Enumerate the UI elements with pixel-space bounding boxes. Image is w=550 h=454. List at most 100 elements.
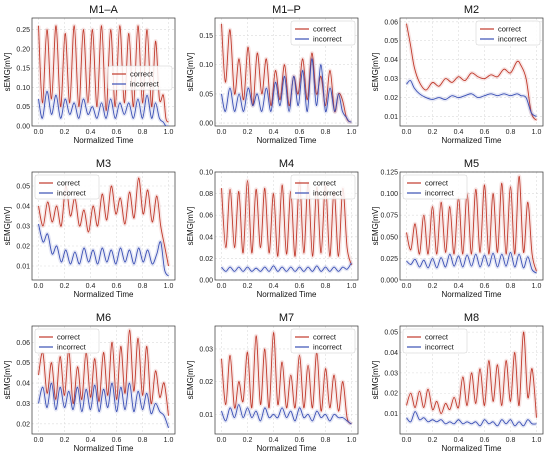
x-tick-label: 0.2 — [428, 437, 438, 444]
series-line-incorrect — [406, 251, 537, 274]
y-tick-label: 0.05 — [16, 184, 30, 191]
y-axis-label: sEMG[mV] — [186, 207, 195, 246]
y-tick-label: 0.05 — [16, 360, 30, 367]
y-tick-label: 0.04 — [384, 350, 398, 357]
panel-9: 0.0 0.2 0.4 0.6 0.8 1.0 0.01 0.02 0.03 0.04 0.05 M8… — [371, 312, 544, 453]
legend-label: correct — [425, 179, 449, 188]
x-tick-label: 0.6 — [112, 129, 122, 136]
y-tick-label: 0.02 — [199, 256, 213, 263]
legend-label: correct — [57, 333, 81, 342]
panel-title: M6 — [96, 312, 111, 324]
legend-label: correct — [498, 25, 522, 34]
panel-4: 0.0 0.2 0.4 0.6 0.8 1.0 0.01 0.02 0.03 0.04 0.05 M3… — [3, 158, 176, 299]
y-tick-label: 0.01 — [384, 114, 398, 121]
x-tick-label: 0.2 — [60, 437, 70, 444]
y-tick-label: 0.20 — [16, 46, 30, 53]
plot-frame — [214, 325, 359, 435]
y-tick-label: 0.25 — [16, 27, 30, 34]
x-tick-label: 0.2 — [428, 129, 438, 136]
plot-frame — [214, 171, 359, 281]
y-axis-label: sEMG[mV] — [3, 53, 12, 92]
legend-label: incorrect — [57, 343, 87, 352]
y-tick-label: 0.05 — [384, 330, 398, 337]
x-axis-label: Normalized Time — [256, 136, 317, 145]
series-line-correct — [406, 175, 537, 272]
x-tick-label: 1.0 — [347, 283, 357, 290]
y-axis-label: sEMG[mV] — [3, 207, 12, 246]
legend-label: incorrect — [313, 343, 343, 352]
plot-frame — [31, 171, 176, 281]
series-line-incorrect — [221, 58, 352, 123]
y-tick-label: 0.02 — [384, 391, 398, 398]
plot-frame — [214, 17, 359, 127]
panel-title: M7 — [279, 312, 294, 324]
x-axis-label: Normalized Time — [441, 290, 502, 299]
x-tick-label: 0.8 — [138, 283, 148, 290]
legend-label: correct — [313, 179, 337, 188]
x-tick-label: 0.4 — [86, 129, 96, 136]
x-tick-label: 0.8 — [506, 129, 516, 136]
x-tick-label: 0.6 — [480, 437, 490, 444]
legend-label: correct — [313, 25, 337, 34]
plot-frame — [399, 17, 544, 127]
series-line-correct — [38, 329, 169, 416]
x-axis-label: Normalized Time — [73, 290, 134, 299]
x-tick-label: 0.4 — [86, 437, 96, 444]
plot-frame — [399, 171, 544, 281]
x-tick-label: 0.8 — [138, 437, 148, 444]
x-tick-label: 0.6 — [480, 129, 490, 136]
y-tick-label: 0.01 — [16, 264, 30, 271]
x-tick-label: 0.4 — [269, 437, 279, 444]
legend-label: correct — [313, 333, 337, 342]
legend-label: incorrect — [425, 189, 455, 198]
y-tick-label: 0.04 — [199, 234, 213, 241]
x-tick-label: 0.8 — [321, 283, 331, 290]
y-tick-label: 0.00 — [16, 124, 30, 131]
x-tick-label: 0.6 — [295, 129, 305, 136]
legend-label: incorrect — [313, 35, 343, 44]
x-tick-label: 1.0 — [164, 129, 174, 136]
x-tick-label: 0.8 — [506, 437, 516, 444]
x-axis-label: Normalized Time — [256, 444, 317, 453]
x-tick-label: 1.0 — [347, 437, 357, 444]
panel-7: 0.0 0.2 0.4 0.6 0.8 1.0 0.02 0.03 0.04 0.05 0.06 M6… — [3, 312, 176, 453]
legend-label: correct — [130, 70, 154, 79]
legend-label: incorrect — [425, 343, 455, 352]
x-tick-label: 0.2 — [60, 283, 70, 290]
y-tick-label: 0.100 — [380, 191, 398, 198]
x-tick-label: 0.6 — [112, 437, 122, 444]
x-tick-label: 0.4 — [454, 437, 464, 444]
y-tick-label: 0.01 — [199, 412, 213, 419]
y-axis-label: sEMG[mV] — [3, 361, 12, 400]
y-tick-label: 0.06 — [199, 213, 213, 220]
legend-label: incorrect — [498, 35, 528, 44]
x-tick-label: 0.2 — [428, 283, 438, 290]
x-tick-label: 0.8 — [138, 129, 148, 136]
y-axis-label: sEMG[mV] — [371, 361, 380, 400]
y-tick-label: 0.05 — [199, 91, 213, 98]
y-tick-label: 0.025 — [380, 256, 398, 263]
series-line-correct — [38, 177, 169, 267]
x-tick-label: 0.0 — [402, 283, 412, 290]
x-tick-label: 1.0 — [532, 437, 542, 444]
panel-title: M8 — [464, 312, 479, 324]
y-tick-label: 0.15 — [199, 33, 213, 40]
x-tick-label: 0.8 — [321, 129, 331, 136]
series-line-incorrect — [406, 411, 537, 427]
y-tick-label: 0.075 — [380, 213, 398, 220]
y-tick-label: 0.03 — [384, 370, 398, 377]
series-line-incorrect — [38, 90, 169, 126]
panel-8: 0.0 0.2 0.4 0.6 0.8 1.0 0.01 0.02 0.03 M7 Normaliz… — [186, 312, 359, 453]
x-tick-label: 0.6 — [480, 283, 490, 290]
y-tick-label: 0.03 — [384, 76, 398, 83]
x-tick-label: 0.4 — [269, 283, 279, 290]
panel-5: 0.0 0.2 0.4 0.6 0.8 1.0 0.00 0.02 0.04 0.06 0.08 0.… — [186, 158, 359, 299]
y-axis-label: sEMG[mV] — [371, 53, 380, 92]
panel-title: M4 — [279, 158, 294, 170]
x-tick-label: 0.2 — [243, 129, 253, 136]
panel-2: 0.0 0.2 0.4 0.6 0.8 1.0 0.00 0.05 0.10 0.15 M1–P No… — [186, 4, 359, 145]
